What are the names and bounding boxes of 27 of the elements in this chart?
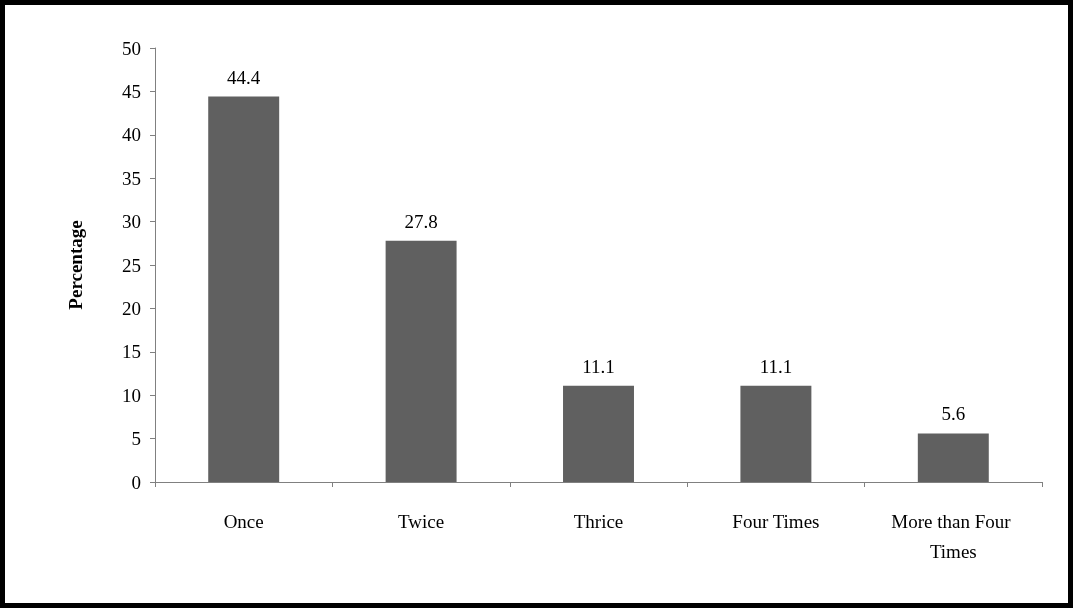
y-tick-label: 20 xyxy=(122,297,141,319)
y-tick-label: 35 xyxy=(122,167,141,189)
data-label: 5.6 xyxy=(941,403,966,425)
x-tick-label: Four Times xyxy=(732,510,820,532)
bar xyxy=(917,433,989,482)
x-tick-label: Thrice xyxy=(573,510,624,532)
data-label: 44.4 xyxy=(227,66,261,88)
y-tick-label: 30 xyxy=(122,211,141,233)
y-tick-label: 10 xyxy=(122,384,141,406)
x-tick-label: Once xyxy=(223,510,264,532)
bar xyxy=(385,240,457,482)
y-tick-label: 25 xyxy=(122,254,141,276)
bar xyxy=(740,385,812,482)
y-tick-label: 50 xyxy=(122,37,141,59)
data-label: 11.1 xyxy=(759,355,793,377)
bar xyxy=(563,385,634,482)
data-label: 11.1 xyxy=(582,355,615,377)
data-label: 27.8 xyxy=(404,210,438,232)
bar xyxy=(208,96,280,482)
y-tick-label: 0 xyxy=(131,471,141,493)
y-tick-label: 15 xyxy=(122,341,141,363)
y-tick-label: 40 xyxy=(122,124,141,146)
y-axis-title: Percentage xyxy=(65,220,86,310)
y-tick-label: 45 xyxy=(122,80,141,102)
x-tick-label: More than Four Times xyxy=(891,510,1016,562)
y-tick-label: 5 xyxy=(131,428,141,450)
x-tick-label: Twice xyxy=(398,510,445,532)
